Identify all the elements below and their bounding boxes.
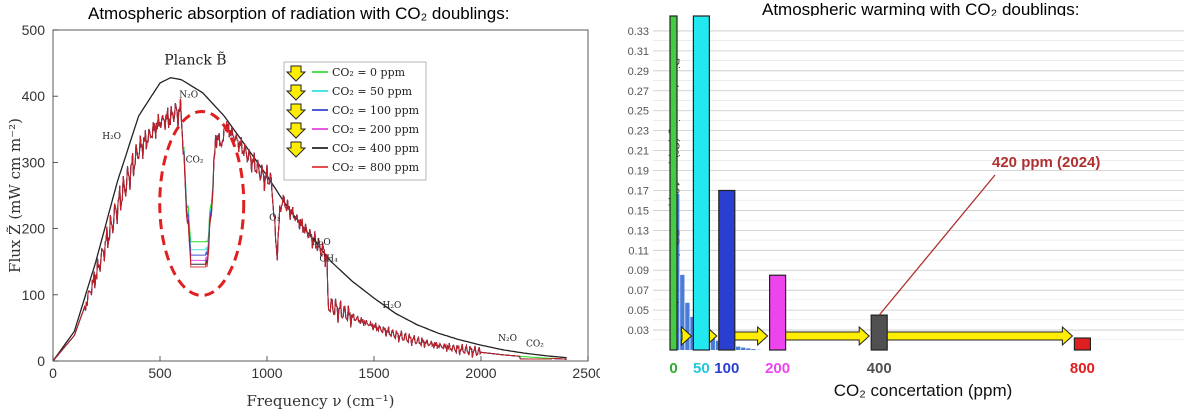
y-tick-label: 0.31 bbox=[628, 46, 649, 58]
x-tick-label: 1500 bbox=[358, 365, 389, 381]
down-arrow-icon bbox=[285, 103, 307, 120]
y-tick-label: 0.11 bbox=[628, 245, 649, 257]
gas-label-6: H₂O bbox=[383, 301, 402, 311]
highlight-bar bbox=[870, 314, 888, 351]
x-category-label: 0 bbox=[669, 360, 677, 377]
x-tick-label: 1000 bbox=[251, 365, 282, 381]
gas-label-1: N₂O bbox=[179, 91, 198, 101]
down-arrow-icon bbox=[285, 141, 307, 158]
right-chart-title: Atmospheric warming with CO₂ doublings: bbox=[762, 0, 1080, 19]
highlight-bar bbox=[669, 15, 678, 351]
planck-label: Planck B̃ bbox=[164, 51, 226, 69]
x-category-label: 100 bbox=[714, 360, 739, 377]
legend-label: CO₂ = 50 ppm bbox=[332, 85, 413, 98]
y-tick-label: 0.33 bbox=[628, 26, 649, 38]
legend-label: CO₂ = 0 ppm bbox=[332, 66, 406, 79]
y-tick-label: 0.05 bbox=[628, 305, 649, 317]
legend-label: CO₂ = 100 ppm bbox=[332, 104, 420, 117]
gas-label-8: CO₂ bbox=[526, 339, 544, 349]
warming-bar bbox=[685, 302, 690, 350]
highlight-bar bbox=[769, 274, 787, 351]
x-axis-label: Frequency ν (cm⁻¹) bbox=[246, 392, 394, 410]
gas-label-0: H₂O bbox=[102, 132, 121, 142]
co2-band-highlight-ellipse bbox=[158, 109, 246, 297]
x-category-label: 800 bbox=[1070, 360, 1095, 377]
right-arrow-icon bbox=[732, 325, 769, 347]
y-tick-label: 0.17 bbox=[628, 185, 649, 197]
warming-bar bbox=[736, 346, 741, 350]
y-tick-label: 200 bbox=[22, 221, 46, 237]
y-tick-label: 500 bbox=[22, 22, 46, 38]
y-tick-label: 0.15 bbox=[628, 205, 649, 217]
y-tick-label: 400 bbox=[22, 88, 46, 104]
x-tick-label: 0 bbox=[49, 365, 57, 381]
y-tick-label: 300 bbox=[22, 154, 46, 170]
left-chart-title: Atmospheric absorption of radiation with… bbox=[88, 4, 510, 23]
y-tick-label: 0.09 bbox=[628, 265, 649, 277]
highlight-bar bbox=[692, 15, 711, 351]
x-tick-label: 500 bbox=[148, 365, 172, 381]
legend-label: CO₂ = 400 ppm bbox=[332, 142, 420, 155]
absorption-spectrum-chart: 0 500 1000 1500 2000 2500 0 100 200 300 400 500 Freq… bbox=[6, 22, 600, 410]
gas-label-5: CH₄ bbox=[319, 255, 338, 265]
y-tick-label: 0.25 bbox=[628, 106, 649, 118]
down-arrow-icon bbox=[285, 84, 307, 101]
x-category-label: 50 bbox=[693, 360, 710, 377]
right-arrow-icon bbox=[884, 325, 1074, 347]
warming-bar bbox=[680, 274, 685, 350]
warming-bar bbox=[741, 347, 746, 350]
y-tick-label: 0.29 bbox=[628, 66, 649, 78]
right-arrow-icon bbox=[783, 325, 870, 347]
y-tick-label: 0.03 bbox=[628, 325, 649, 337]
planck-curve bbox=[52, 77, 567, 362]
x-category-label: 200 bbox=[765, 360, 790, 377]
right-arrow-icon bbox=[680, 325, 693, 347]
down-arrow-icon bbox=[285, 122, 307, 139]
y-tick-label: 0.27 bbox=[628, 86, 649, 98]
gas-label-4: N₂O bbox=[312, 238, 331, 248]
annotation-line bbox=[878, 174, 996, 316]
x-tick-label: 2000 bbox=[465, 365, 496, 381]
highlight-bar bbox=[1073, 337, 1091, 351]
y-tick-label: 0 bbox=[37, 353, 45, 369]
gas-label-7: N₂O bbox=[498, 334, 517, 344]
warming-bar bbox=[746, 348, 751, 350]
x-tick-label: 2500 bbox=[572, 365, 600, 381]
warming-bar bbox=[710, 338, 715, 350]
y-axis-label: Flux Z̃ (mW cm m⁻²) bbox=[6, 118, 24, 273]
warming-bar bbox=[751, 349, 756, 350]
gas-label-3: O₃ bbox=[269, 214, 280, 224]
gas-label-2: CO₂ bbox=[186, 155, 204, 165]
legend-label: CO₂ = 200 ppm bbox=[332, 123, 420, 136]
plot-background bbox=[653, 16, 1184, 350]
legend-label: CO₂ = 800 ppm bbox=[332, 161, 420, 174]
x-axis-label: CO₂ concertation (ppm) bbox=[834, 381, 1013, 400]
y-tick-label: 0.23 bbox=[628, 126, 649, 138]
y-tick-label: 0.19 bbox=[628, 166, 649, 178]
down-arrow-icon bbox=[285, 65, 307, 82]
y-tick-label: 0.13 bbox=[628, 225, 649, 237]
x-category-label: 400 bbox=[867, 360, 892, 377]
y-tick-label: 0.07 bbox=[628, 285, 649, 297]
annotation-label: 420 ppm (2024) bbox=[992, 154, 1100, 171]
warming-bar-chart: 0.03 0.05 0.07 0.09 0.11 0.13 0.15 0.17 0.19 0.21… bbox=[628, 15, 1184, 400]
warming-bar bbox=[715, 340, 721, 350]
legend-box bbox=[283, 61, 427, 181]
y-tick-label: 100 bbox=[22, 287, 46, 303]
spectrum-line-5 bbox=[52, 98, 567, 362]
y-tick-label: 0.21 bbox=[628, 146, 649, 158]
warming-bar bbox=[690, 316, 695, 350]
highlight-bar bbox=[718, 189, 736, 351]
